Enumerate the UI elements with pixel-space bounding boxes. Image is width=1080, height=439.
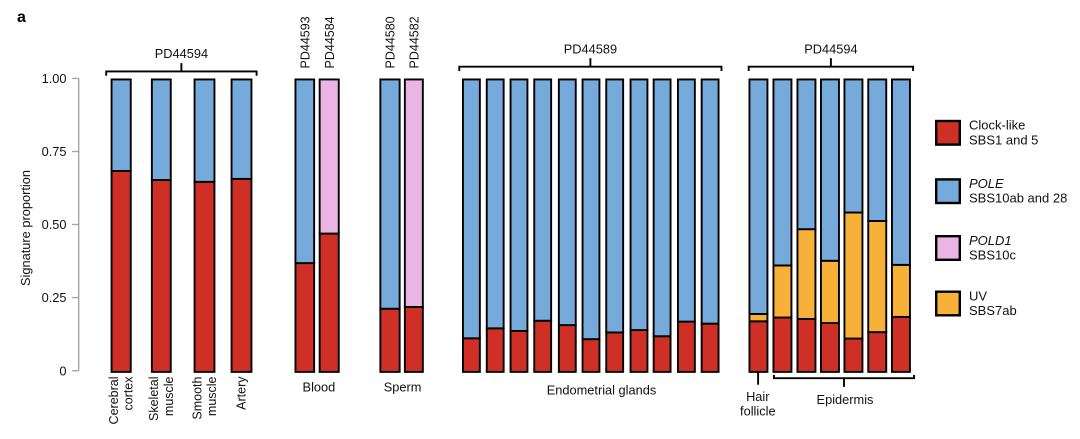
svg-text:1.00: 1.00 [42, 71, 67, 86]
svg-text:0: 0 [59, 363, 66, 378]
svg-text:Blood: Blood [303, 379, 336, 394]
svg-text:PD44594: PD44594 [155, 46, 208, 61]
svg-text:Sperm: Sperm [384, 379, 422, 394]
svg-text:Skeletal: Skeletal [147, 377, 161, 421]
svg-text:muscle: muscle [205, 376, 219, 416]
svg-text:Cerebral: Cerebral [107, 377, 121, 425]
svg-text:Endometrial glands: Endometrial glands [547, 383, 657, 398]
svg-text:0.75: 0.75 [42, 144, 67, 159]
svg-text:UV: UV [969, 288, 987, 303]
svg-text:Signature proportion: Signature proportion [18, 170, 33, 286]
svg-text:muscle: muscle [162, 376, 176, 416]
svg-text:0.50: 0.50 [42, 217, 67, 232]
svg-text:PD44593: PD44593 [298, 16, 312, 68]
svg-text:Smooth: Smooth [190, 376, 204, 419]
svg-text:POLE: POLE [969, 176, 1004, 191]
svg-text:cortex: cortex [122, 376, 136, 411]
svg-text:Epidermis: Epidermis [817, 392, 874, 407]
svg-text:PD44582: PD44582 [408, 16, 422, 68]
svg-text:a: a [17, 9, 26, 26]
svg-text:PD44584: PD44584 [323, 16, 337, 68]
svg-text:follicle: follicle [740, 403, 776, 418]
svg-text:SBS1 and 5: SBS1 and 5 [969, 132, 1038, 147]
svg-text:POLD1: POLD1 [969, 233, 1012, 248]
svg-text:SBS10c: SBS10c [969, 248, 1016, 263]
svg-text:Artery: Artery [235, 376, 249, 410]
svg-text:PD44594: PD44594 [804, 42, 857, 57]
svg-text:Hair: Hair [746, 389, 770, 404]
svg-text:PD44580: PD44580 [384, 16, 398, 68]
svg-text:Clock-like: Clock-like [969, 118, 1025, 133]
svg-text:SBS10ab and 28: SBS10ab and 28 [969, 191, 1067, 206]
svg-text:0.25: 0.25 [42, 290, 67, 305]
svg-text:PD44589: PD44589 [564, 42, 617, 57]
svg-text:SBS7ab: SBS7ab [969, 303, 1017, 318]
